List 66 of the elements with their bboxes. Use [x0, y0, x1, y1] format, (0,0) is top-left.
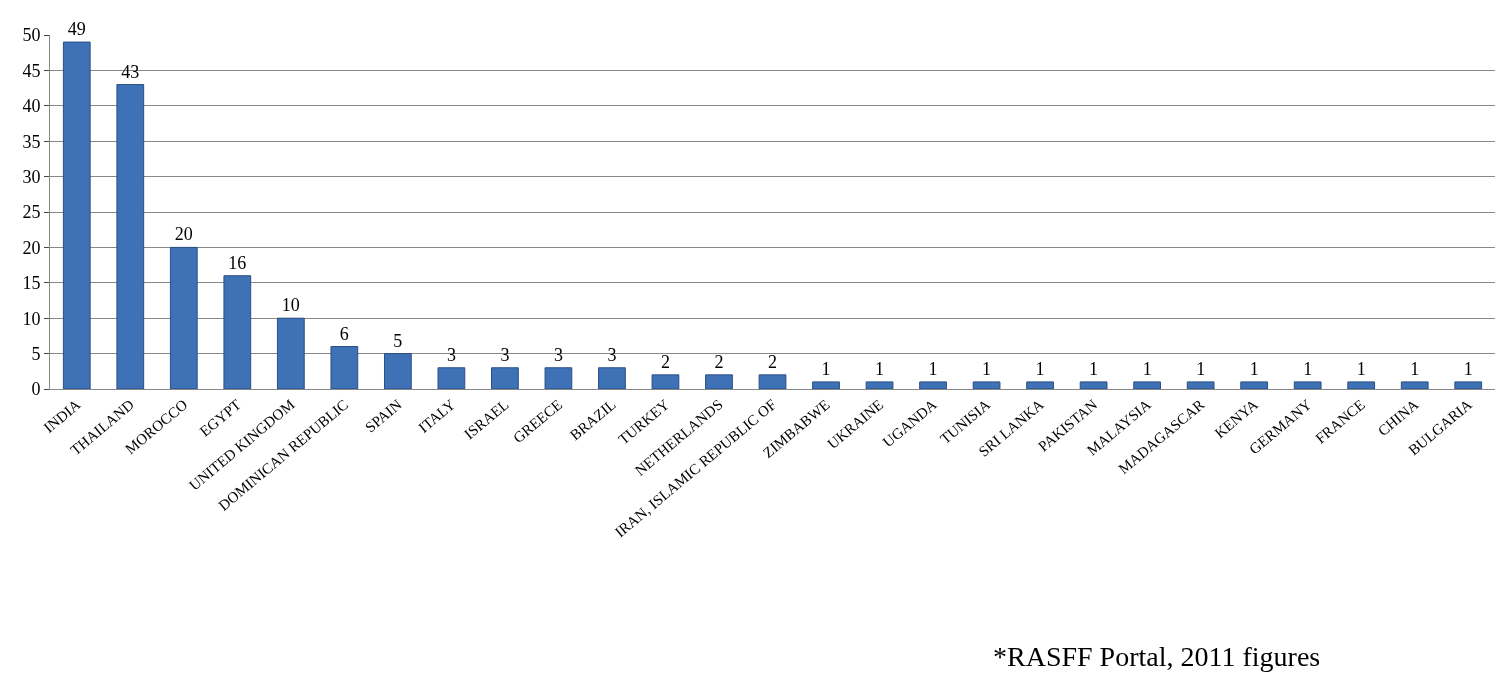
data-label: 1	[1356, 358, 1366, 379]
y-tick-label: 30	[22, 166, 41, 187]
bar	[1026, 381, 1054, 389]
bar	[276, 317, 305, 389]
bar	[1347, 381, 1376, 389]
data-label: 3	[607, 344, 617, 365]
bar	[812, 381, 840, 389]
data-label: 2	[660, 351, 670, 372]
data-label: 1	[875, 358, 885, 379]
bar	[651, 374, 680, 389]
data-label: 1	[821, 358, 831, 379]
y-tick-label: 50	[22, 25, 41, 46]
data-label: 1	[928, 358, 938, 379]
data-label: 2	[768, 351, 777, 372]
data-label: 1	[1089, 358, 1099, 379]
bar	[1400, 381, 1429, 389]
y-tick-label: 10	[22, 308, 41, 329]
bar	[1186, 381, 1215, 389]
data-label: 1	[1463, 358, 1473, 379]
text: *RASFF Portal, 2011 figures	[993, 641, 1321, 672]
bar	[383, 353, 412, 389]
y-tick-label: 35	[22, 131, 41, 152]
bar	[169, 246, 198, 389]
data-label: 2	[714, 351, 724, 372]
bar	[330, 346, 359, 389]
y-tick-label: 45	[22, 60, 41, 81]
data-label: 1	[1410, 358, 1420, 379]
y-tick-label: 40	[22, 96, 41, 117]
bar	[437, 367, 466, 389]
bar	[1240, 381, 1269, 389]
bar	[62, 41, 91, 389]
data-label: 43	[121, 61, 140, 82]
bar	[223, 275, 252, 389]
data-label: 20	[174, 224, 193, 245]
bar	[758, 374, 787, 389]
data-label: 3	[446, 344, 456, 365]
bar	[1293, 381, 1322, 389]
y-tick-label: 15	[22, 273, 41, 294]
y-tick-label: 20	[22, 237, 41, 258]
bar	[865, 381, 894, 389]
data-label: 16	[228, 252, 247, 273]
y-tick-label: 25	[22, 202, 41, 223]
bar	[1454, 381, 1483, 389]
bar	[598, 367, 626, 389]
bar	[972, 381, 1001, 389]
y-tick-label: 0	[31, 379, 41, 400]
bar	[1133, 381, 1162, 389]
data-label: 1	[1303, 358, 1313, 379]
data-label: 6	[339, 323, 349, 344]
bar	[919, 381, 947, 389]
data-label: 1	[1196, 358, 1206, 379]
data-label: 1	[1035, 358, 1045, 379]
bar	[1079, 381, 1108, 389]
data-label: 1	[982, 358, 992, 379]
data-label: 3	[500, 344, 510, 365]
bar	[705, 374, 733, 389]
data-label: 5	[393, 330, 403, 351]
y-tick-label: 5	[31, 343, 41, 364]
bar	[491, 367, 519, 389]
data-label: 1	[1249, 358, 1259, 379]
data-label: 49	[67, 19, 86, 40]
data-label: 1	[1142, 358, 1152, 379]
bar	[544, 367, 573, 389]
bar	[116, 84, 145, 389]
data-label: 3	[553, 344, 563, 365]
data-label: 10	[281, 295, 300, 316]
